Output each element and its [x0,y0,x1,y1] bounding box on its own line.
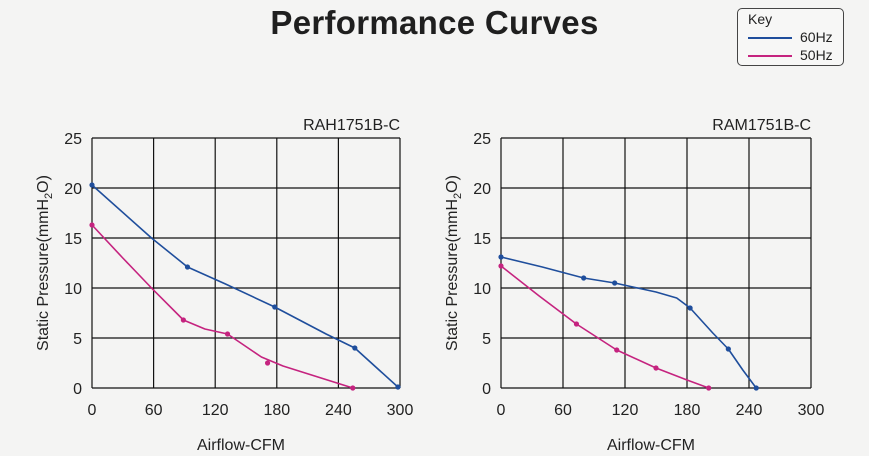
y-tick-label: 5 [482,331,491,348]
legend-item-50hz: 50Hz [744,47,844,65]
chart-2: 0 60 120 180 240 300 0 5 10 15 20 25 RAM1751B-C Airfl… [444,117,824,454]
series-line-60hz [500,256,757,389]
y-axis-label-end: O) [35,175,52,193]
y-tick-label: 0 [482,381,491,398]
x-tick-label: 120 [612,402,639,419]
data-point-50hz [89,222,95,228]
data-point-60hz [272,304,278,310]
y-tick-label: 15 [473,231,491,248]
y-axis-label: Static Pressure(mmH2O) [444,175,464,351]
data-point-60hz [725,346,731,352]
data-point-60hz [498,254,504,260]
y-axis-label-main: Static Pressure(mmH [35,199,52,351]
legend-box: Key 60Hz 50Hz [737,8,844,66]
y-tick-label: 25 [473,131,491,148]
y-tick-label: 15 [64,231,82,248]
x-tick-label: 240 [325,402,352,419]
data-point-60hz [352,345,358,351]
data-point-60hz [395,384,401,390]
x-tick-label: 120 [202,402,229,419]
y-axis-label-main: Static Pressure(mmH [444,199,461,351]
x-tick-label: 0 [497,402,506,419]
y-axis-label-end: O) [444,175,461,193]
legend-item-60hz: 60Hz [744,29,844,47]
data-point-60hz [612,280,618,286]
data-point-50hz [573,321,580,327]
legend-label-50hz: 50Hz [800,47,833,63]
y-tick-label: 10 [64,281,82,298]
data-point-50hz [614,347,620,353]
data-point-50hz [498,263,504,269]
x-tick-label: 240 [736,402,763,419]
data-point-50hz [180,317,186,323]
y-tick-label: 10 [473,281,491,298]
x-tick-label: 60 [554,402,572,419]
y-axis-label: Static Pressure(mmH2O) [35,175,55,351]
page-title: Performance Curves [270,4,599,41]
chart-1: 0 60 120 180 240 300 0 5 10 15 20 25 RAH1751B-C Airfl… [35,117,413,454]
series-line-60hz [91,184,399,388]
data-point-60hz [753,385,759,391]
data-point-50hz [350,385,356,391]
data-point-60hz [184,264,191,270]
data-point-50hz [224,331,231,337]
data-point-50hz [264,360,271,366]
chart-title: RAM1751B-C [712,117,811,134]
x-axis-label: Airflow-CFM [197,437,285,454]
data-point-60hz [89,182,95,188]
x-tick-label: 180 [263,402,290,419]
x-tick-label: 300 [387,402,414,419]
x-tick-label: 300 [798,402,825,419]
y-tick-label: 5 [73,331,82,348]
data-point-60hz [687,305,693,311]
series-line-50hz [91,224,354,389]
chart-title: RAH1751B-C [303,117,400,134]
y-axis-label-subscript: 2 [452,193,464,199]
legend-swatch-50hz [748,55,792,57]
data-point-50hz [706,385,712,391]
legend-swatch-60hz [748,37,792,39]
y-tick-label: 20 [473,181,491,198]
legend-title: Key [748,11,773,27]
y-axis-label-subscript: 2 [43,193,55,199]
y-tick-label: 20 [64,181,82,198]
x-tick-label: 0 [88,402,97,419]
y-tick-label: 25 [64,131,82,148]
legend-label-60hz: 60Hz [800,29,833,45]
series-line-50hz [500,265,709,389]
y-tick-label: 0 [73,381,82,398]
data-point-60hz [581,275,587,281]
x-tick-label: 60 [145,402,163,419]
data-point-50hz [653,365,659,371]
x-tick-label: 180 [674,402,701,419]
x-axis-label: Airflow-CFM [607,437,695,454]
